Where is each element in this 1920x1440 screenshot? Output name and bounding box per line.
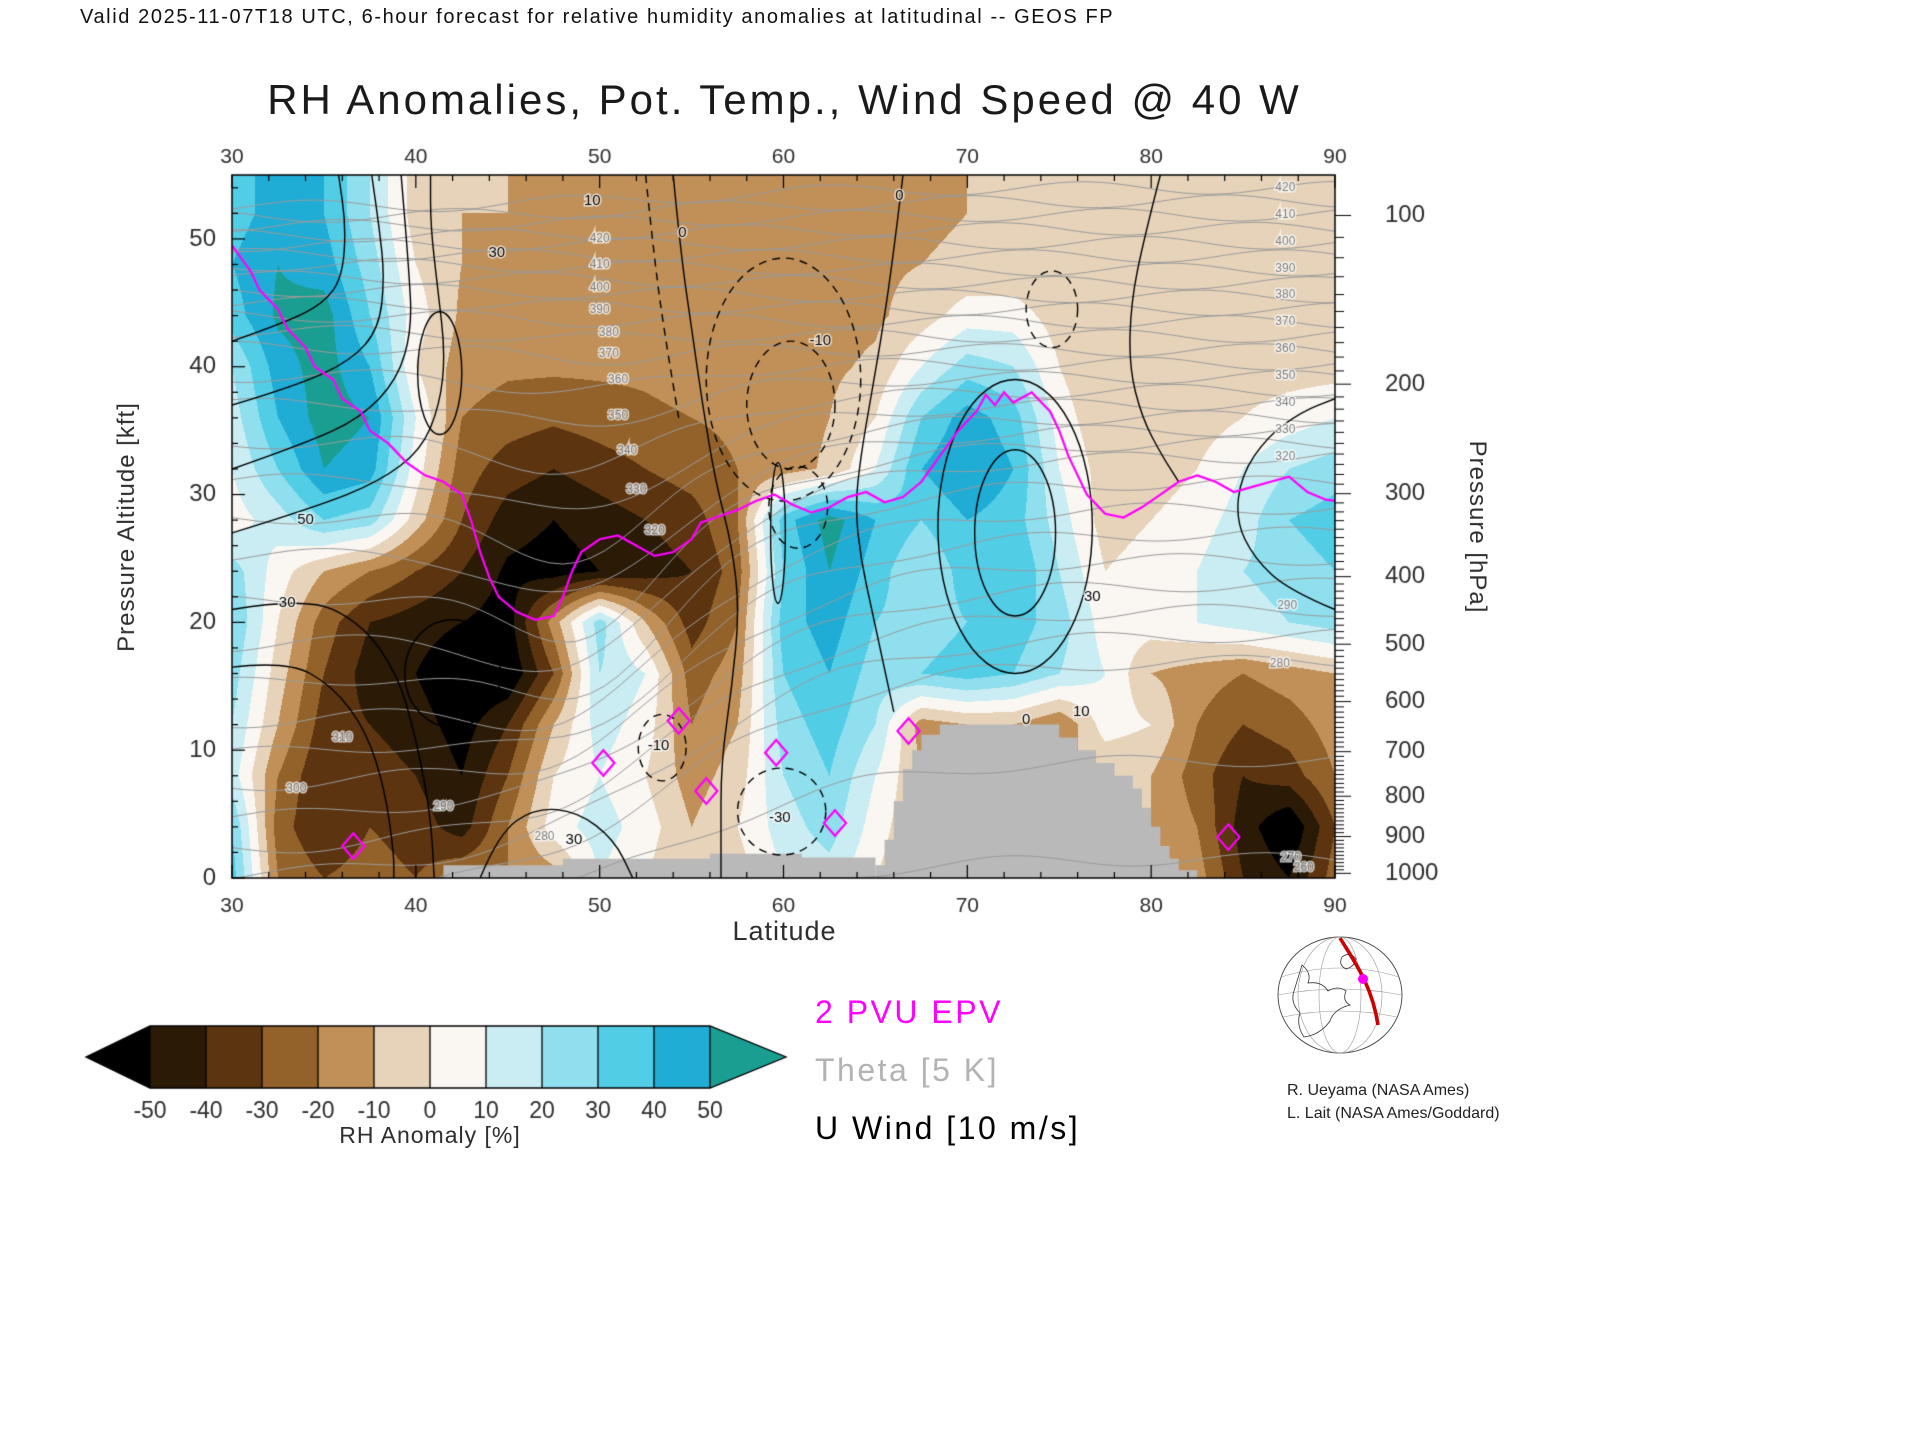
map-coastline (1292, 954, 1357, 1038)
globe-parallel (1280, 967, 1400, 978)
credit-line-1: R. Ueyama (NASA Ames) (1287, 1082, 1470, 1099)
legend-u-wind: U Wind [10 m/s] (815, 1110, 1081, 1146)
y-axis-label-right: Pressure [hPa] (1464, 440, 1491, 614)
globe-outline (1277, 936, 1403, 1054)
credit-line-2: L. Lait (NASA Ames/Goddard) (1287, 1105, 1500, 1122)
globe-parallel (1277, 988, 1403, 996)
x-axis-label: Latitude (732, 916, 837, 946)
colorbar-label: RH Anomaly [%] (339, 1122, 521, 1148)
globe-meridian (1318, 936, 1362, 1054)
map-location-dot (1358, 974, 1368, 984)
legend-2pvu-epv: 2 PVU EPV (815, 994, 1003, 1030)
inset-globe-map (1277, 936, 1403, 1054)
legend-theta: Theta [5 K] (815, 1052, 1000, 1088)
y-axis-label-left: Pressure Altitude [kft] (113, 402, 140, 652)
globe-meridian (1297, 936, 1383, 1054)
globe-parallel (1282, 1010, 1398, 1018)
